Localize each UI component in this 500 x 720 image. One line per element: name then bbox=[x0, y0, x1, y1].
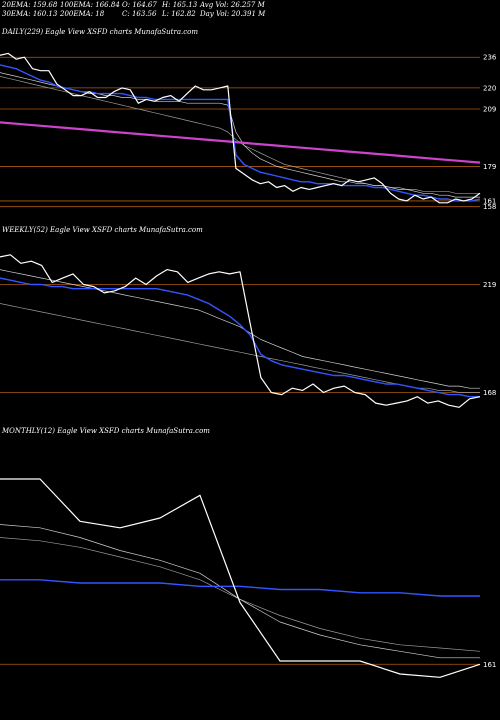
weekly-panel: 219 168 bbox=[0, 254, 496, 408]
weekly-ema-slow-line bbox=[0, 303, 480, 393]
weekly-price-line bbox=[0, 254, 481, 408]
indicator-header: 20EMA: 159.68 100EMA: 166.84 O: 164.67 H… bbox=[0, 0, 500, 22]
open-readout: O: 164.67 bbox=[122, 1, 157, 9]
ema100-readout: 100EMA: 166.84 bbox=[60, 1, 120, 9]
weekly-panel-title: WEEKLY(52) Eagle View XSFD charts Munafa… bbox=[2, 226, 203, 234]
monthly-ema-fast-line bbox=[0, 579, 480, 597]
weekly-ema-mid-line bbox=[0, 269, 480, 389]
daily-price-line bbox=[0, 52, 481, 204]
ema200-readout: 200EMA: 18 bbox=[60, 10, 105, 18]
monthly-panel-title: MONTHLY(12) Eagle View XSFD charts Munaf… bbox=[2, 427, 210, 435]
monthly-panel: 161 bbox=[0, 478, 496, 678]
monthly-ema-slow-line bbox=[0, 537, 481, 652]
daily-level-label: 158 bbox=[483, 203, 496, 211]
avg-volume-readout: Avg Vol: 26.257 M bbox=[200, 1, 265, 9]
daily-panel-title: DAILY(229) Eagle View XSFD charts Munafa… bbox=[2, 28, 199, 36]
daily-ema-long-line bbox=[0, 121, 481, 164]
daily-level-label: 220 bbox=[483, 84, 496, 92]
daily-ema-slow-line bbox=[0, 76, 480, 194]
ema30-readout: 30EMA: 160.13 bbox=[2, 10, 58, 18]
weekly-level-label: 219 bbox=[483, 281, 496, 289]
high-readout: H: 165.13 bbox=[162, 1, 198, 9]
monthly-price-line bbox=[0, 478, 481, 678]
monthly-ema-mid-line bbox=[0, 524, 480, 659]
low-readout: L: 162.82 bbox=[162, 10, 196, 18]
daily-ema-mid-line bbox=[0, 72, 480, 198]
daily-level-label: 209 bbox=[483, 105, 496, 113]
weekly-ema-fast-line bbox=[0, 277, 480, 398]
daily-level-label: 161 bbox=[483, 197, 496, 205]
ema20-readout: 20EMA: 159.68 bbox=[2, 1, 58, 9]
monthly-level-label: 161 bbox=[483, 661, 496, 669]
daily-ema-fast-line bbox=[0, 64, 481, 202]
weekly-level-label: 168 bbox=[483, 389, 496, 397]
daily-level-label: 236 bbox=[483, 54, 497, 62]
daily-level-label: 179 bbox=[483, 163, 496, 171]
day-volume-readout: Day Vol: 20.391 M bbox=[200, 10, 266, 18]
close-readout: C: 163.56 bbox=[122, 10, 157, 18]
